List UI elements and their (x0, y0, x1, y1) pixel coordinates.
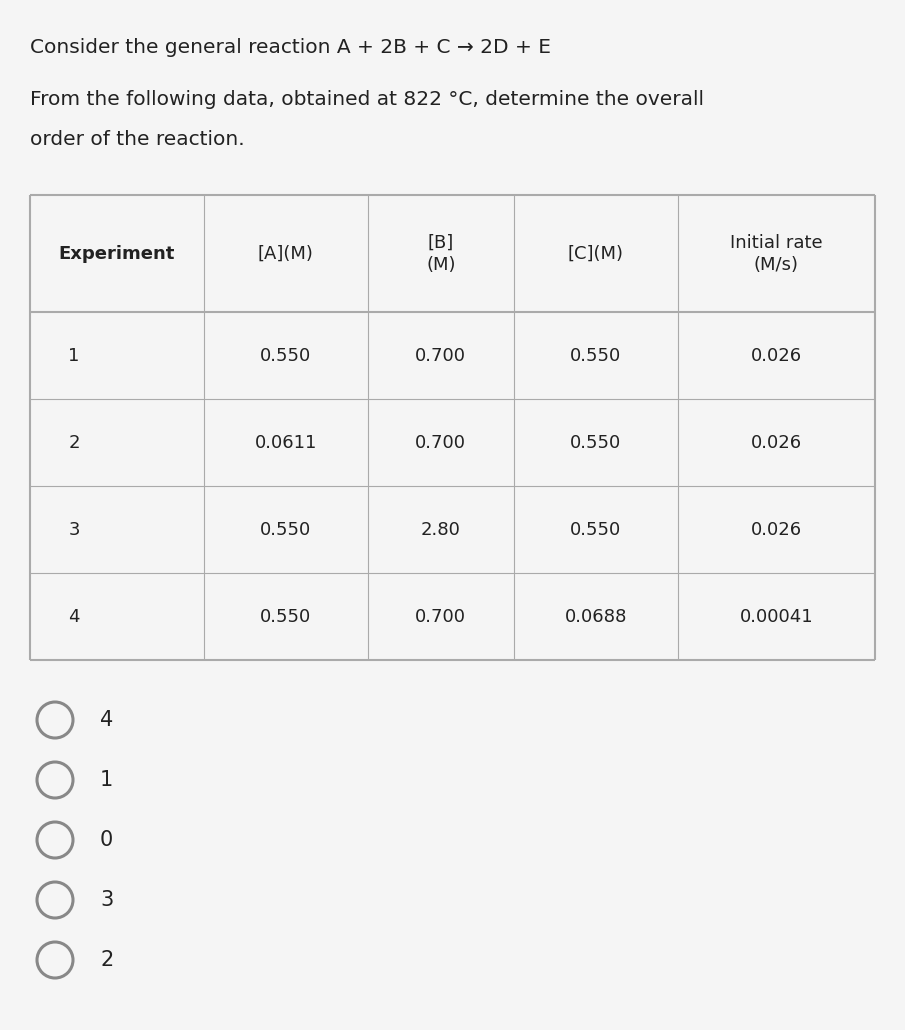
Text: [A](M): [A](M) (258, 245, 314, 263)
Text: 3: 3 (100, 890, 113, 909)
Text: 0.550: 0.550 (570, 347, 622, 365)
Text: 0.550: 0.550 (570, 520, 622, 539)
Text: 2: 2 (100, 950, 113, 970)
Text: Experiment: Experiment (59, 245, 175, 263)
Text: 2: 2 (68, 434, 80, 452)
Text: [B]
(M): [B] (M) (426, 234, 455, 274)
Text: 0.0611: 0.0611 (254, 434, 317, 452)
Text: Initial rate
(M/s): Initial rate (M/s) (730, 234, 823, 274)
Text: 0: 0 (100, 830, 113, 850)
Text: 0.550: 0.550 (261, 608, 311, 625)
Text: From the following data, obtained at 822 °C, determine the overall: From the following data, obtained at 822… (30, 90, 704, 109)
Text: 4: 4 (100, 710, 113, 730)
Text: 0.700: 0.700 (415, 434, 466, 452)
Text: 0.550: 0.550 (570, 434, 622, 452)
Text: 0.550: 0.550 (261, 520, 311, 539)
Text: 0.00041: 0.00041 (739, 608, 814, 625)
Text: 0.700: 0.700 (415, 347, 466, 365)
Text: [C](M): [C](M) (567, 245, 624, 263)
Text: 0.026: 0.026 (751, 520, 802, 539)
Text: 2.80: 2.80 (421, 520, 461, 539)
Text: 0.026: 0.026 (751, 434, 802, 452)
Text: 3: 3 (68, 520, 80, 539)
Text: 4: 4 (68, 608, 80, 625)
Text: 0.700: 0.700 (415, 608, 466, 625)
Text: 1: 1 (68, 347, 80, 365)
Text: 0.0688: 0.0688 (565, 608, 627, 625)
Text: order of the reaction.: order of the reaction. (30, 130, 244, 149)
Text: Consider the general reaction A + 2B + C → 2D + E: Consider the general reaction A + 2B + C… (30, 38, 551, 57)
Text: 1: 1 (100, 770, 113, 790)
Text: 0.550: 0.550 (261, 347, 311, 365)
Text: 0.026: 0.026 (751, 347, 802, 365)
